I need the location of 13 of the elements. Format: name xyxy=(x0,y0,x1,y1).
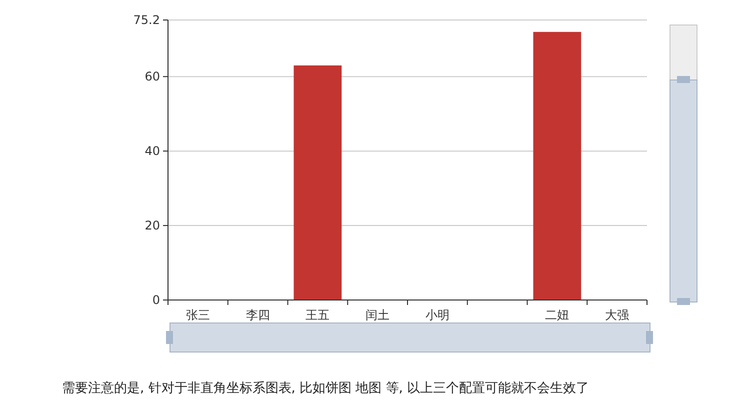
x-tick-label: 大强 xyxy=(605,308,630,322)
x-tick-label: 王五 xyxy=(306,308,330,322)
x-tick-label: 闰土 xyxy=(366,308,390,322)
x-tick-label: 张三 xyxy=(186,308,210,322)
x-tick-label: 二妞 xyxy=(545,308,570,322)
y-tick-label: 75.2 xyxy=(133,13,160,27)
y-tick-label: 20 xyxy=(144,218,160,233)
y-tick-label: 40 xyxy=(144,144,160,158)
x-tick-label: 李四 xyxy=(246,308,270,322)
y-tick-label: 0 xyxy=(152,293,160,307)
text: 需要注意的是, 针对于非直角坐标系图表, 比如饼图 地图 等, 以上三个配置可能就不会生效了 xyxy=(62,381,590,396)
y-tick-label: 60 xyxy=(144,70,160,84)
x-tick-label: 小明 xyxy=(425,308,450,322)
